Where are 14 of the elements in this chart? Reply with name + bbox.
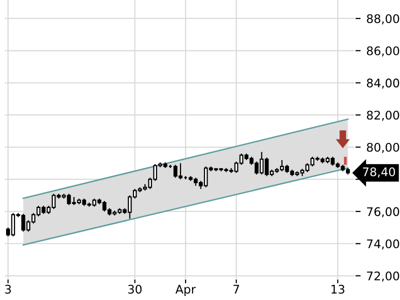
- y-tick-label: 74,00: [367, 239, 400, 250]
- x-tick-label: Apr: [175, 284, 196, 296]
- y-tick-label: 84,00: [366, 78, 400, 89]
- text: 78,40: [362, 167, 396, 178]
- x-tick-label: 3: [5, 284, 11, 294]
- y-tick-label: 82,00: [366, 110, 400, 121]
- x-tick-label: 30: [128, 284, 142, 294]
- x-tick-label: 7: [234, 284, 240, 294]
- y-tick-label: 76,00: [367, 207, 400, 218]
- y-tick-label: 88,00: [366, 14, 400, 24]
- y-tick-label: 72,00: [367, 272, 400, 282]
- x-tick-label: 13: [332, 284, 344, 294]
- y-tick-label: 86,00: [366, 46, 400, 57]
- y-tick-label: 80,00: [366, 142, 400, 153]
